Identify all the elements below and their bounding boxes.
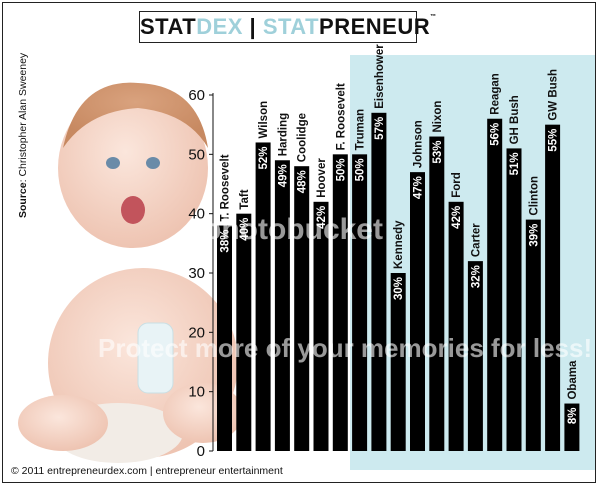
bar-value-label: 30% [393,277,405,300]
bar-obama [564,403,580,451]
watermark-logo: photobucket [203,213,383,246]
bar-value-label: 42% [451,206,463,229]
y-tick-label: 30 [188,265,205,282]
bar-carter [467,261,483,451]
bar-category-label: Truman [355,109,367,151]
bar-value-label: 42% [316,206,328,229]
bar-category-label: GH Bush [509,95,521,144]
bar-nixon [429,136,445,452]
bar-category-label: Nixon [432,101,444,133]
bar-category-label: Obama [567,360,579,400]
bar-value-label: 52% [258,146,270,169]
bar-value-label: 40% [239,218,251,241]
banner-part4: PRENEUR [319,14,431,39]
y-tick-label: 0 [197,443,205,460]
bar-category-label: Reagan [490,73,502,115]
bar-truman [352,154,368,452]
bar-category-label: GW Bush [548,69,560,121]
source-credit: Source: Christopher Alan Sweeney [17,53,29,218]
banner-part2: DEX [196,14,243,39]
bar-category-label: Wilson [258,101,270,139]
bar-reagan [487,118,503,451]
bar-category-label: Clinton [528,176,540,216]
bar-value-label: 57% [374,117,386,140]
copyright-notice: © 2011 entrepreneurdex.com | entrepreneu… [11,465,283,477]
bar-hoover [313,201,329,451]
bar-taft [236,213,252,451]
bar-value-label: 55% [548,129,560,152]
watermark-tagline: Protect more of your memories for less! [98,333,593,363]
trademark-mark: ™ [430,14,437,20]
bar-ford [448,201,464,451]
banner-separator: | [242,14,263,39]
bar-category-label: Eisenhower [374,44,386,109]
y-tick-label: 20 [188,324,205,341]
bar-category-label: Johnson [413,120,425,168]
bar-t-roosevelt [217,225,232,451]
bar-category-label: Harding [277,113,289,156]
bar-category-label: Hoover [316,158,328,198]
y-tick-label: 60 [188,87,205,104]
bar-value-label: 50% [355,158,367,181]
y-tick-label: 10 [188,384,205,401]
bar-value-label: 49% [277,164,289,187]
baby-photo [18,82,243,463]
bar-gh-bush [506,148,522,451]
brand-banner: STATDEX | STATPRENEUR™ [139,11,436,43]
bar-harding [274,160,290,451]
bar-value-label: 51% [509,152,521,175]
bar-value-label: 47% [413,176,425,199]
bar-value-label: 53% [432,141,444,164]
y-tick-label: 50 [188,146,205,163]
bar-f-roosevelt [332,154,348,452]
bar-category-label: Ford [451,172,463,198]
banner-part3: STAT [262,14,320,39]
bar-category-label: Taft [239,189,251,209]
bar-category-label: Kennedy [393,220,405,269]
bar-value-label: 50% [335,158,347,181]
banner-part1: STAT [140,14,197,39]
bar-value-label: 48% [297,170,309,193]
source-author: : Christopher Alan Sweeney [17,52,29,183]
bar-value-label: 38% [220,230,232,253]
bar-category-label: F. Roosevelt [335,83,347,150]
bar-wilson [255,142,271,451]
bar-value-label: 8% [567,408,579,425]
bar-category-label: Coolidge [297,113,309,162]
source-label: Source [17,182,29,218]
y-tick-label: 40 [188,206,205,223]
bar-kennedy [390,273,406,451]
chart-frame: 0 10 20 30 40 50 60 38% T. Roosevelt 40% Taft 52% W… [2,2,596,483]
bar-clinton [525,219,541,451]
bar-johnson [410,172,425,451]
y-axis: 0 10 20 30 40 50 60 [188,87,214,460]
bar-series: 38% T. Roosevelt 40% Taft 52% Wilson 49% Hardin… [217,44,580,452]
bar-value-label: 56% [490,123,502,146]
bar-value-label: 39% [528,224,540,247]
bar-value-label: 32% [470,265,482,288]
bar-chart: 0 10 20 30 40 50 60 38% T. Roosevelt 40% Taft 52% W… [188,44,580,460]
bar-category-label: T. Roosevelt [220,154,232,221]
bar-eisenhower [371,112,387,452]
bar-coolidge [294,166,310,451]
baby-figure [18,82,243,463]
bar-gw-bush [545,124,561,452]
bar-category-label: Carter [470,223,482,257]
